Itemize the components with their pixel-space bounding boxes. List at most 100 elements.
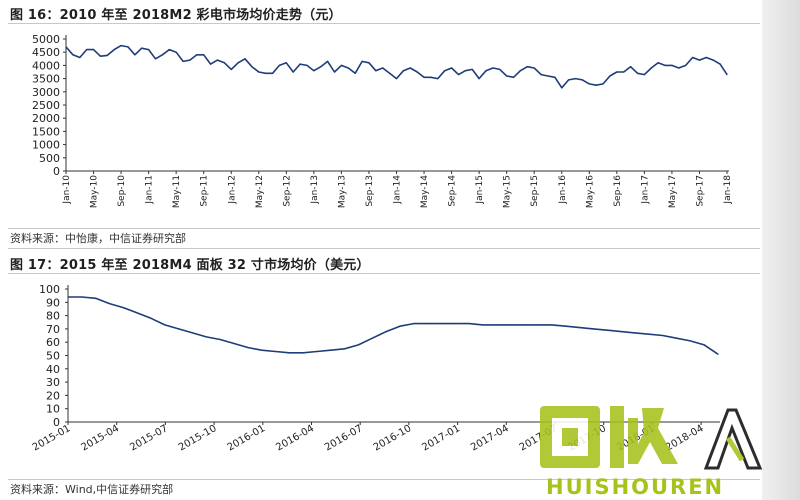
- chart1-point: [272, 72, 274, 74]
- chart1-title: 图 16：2010 年至 2018M2 彩电市场均价走势（元）: [10, 8, 342, 23]
- chart1-point: [588, 83, 590, 85]
- chart2-point: [440, 323, 442, 325]
- chart1-x-tick-label: Jan-14: [393, 175, 403, 205]
- chart2-y-tick-label: 90: [46, 296, 60, 309]
- chart2-point: [385, 331, 387, 333]
- chart1-point: [526, 66, 528, 68]
- chart1-x-tick-label: Sep-16: [613, 175, 623, 207]
- chart1-source: 资料来源：中怡康，中信证券研究部: [10, 232, 186, 245]
- chart1-x-tick-label: May-11: [172, 175, 182, 208]
- chart1-x-tick-label: Sep-10: [117, 175, 127, 207]
- chart1-x-tick-label: May-16: [585, 175, 595, 208]
- chart2-point: [689, 340, 691, 342]
- chart1-point: [595, 84, 597, 86]
- chart1-point: [705, 56, 707, 59]
- chart2-point: [427, 323, 429, 325]
- chart1-point: [86, 49, 88, 51]
- chart2-x-tick-label: 2015-10: [177, 423, 219, 453]
- chart2-point: [261, 349, 263, 351]
- chart2-y-tick-label: 0: [53, 416, 60, 429]
- chart1-point: [203, 54, 205, 56]
- chart1-point: [547, 75, 549, 77]
- chart1-series-line: [65, 44, 728, 89]
- chart1-point: [471, 68, 473, 70]
- chart1-x-tick-label: Jan-13: [310, 175, 320, 205]
- chart2-point: [247, 346, 249, 349]
- chart2-point: [108, 303, 111, 305]
- page-edge-shadow: [762, 0, 800, 500]
- chart1-y-tick-label: 5000: [32, 33, 60, 46]
- chart1-point: [485, 70, 487, 72]
- chart1-point: [416, 71, 418, 73]
- chart2-point: [344, 348, 346, 350]
- chart1-point: [678, 67, 680, 69]
- chart1-y-tick-label: 1000: [32, 139, 60, 152]
- chart2-point: [592, 328, 595, 330]
- chart1-point: [430, 76, 432, 78]
- chart2-point: [565, 325, 567, 327]
- chart2-point: [496, 324, 498, 326]
- chart2-point: [399, 325, 401, 327]
- chart1-point: [519, 70, 522, 72]
- watermark-logo: HUISHOUREN: [540, 406, 763, 499]
- chart1-y-tick-label: 4500: [32, 46, 60, 59]
- chart1-point: [616, 71, 618, 73]
- chart1-point: [306, 64, 308, 66]
- chart2-point: [703, 344, 705, 346]
- chart2-point: [136, 312, 138, 314]
- chart1-x-tick-label: Jan-17: [640, 175, 650, 205]
- chart1-x-tick-label: Jan-11: [145, 175, 155, 205]
- chart1-point: [492, 67, 494, 69]
- chart1-point: [168, 49, 170, 51]
- chart1-x-tick-label: May-12: [255, 175, 265, 208]
- chart1-y-tick-label: 2000: [32, 112, 60, 125]
- chart1-x-tick-label: Jan-10: [62, 175, 72, 205]
- chart1-point: [79, 56, 81, 59]
- chart1-y-tick-label: 2500: [32, 99, 60, 112]
- chart2-point: [122, 307, 124, 309]
- chart2-point: [662, 334, 664, 337]
- chart2-point: [357, 344, 359, 346]
- chart2-top-rule: [8, 248, 760, 249]
- chart1-point: [389, 72, 391, 74]
- chart1-point: [237, 62, 239, 64]
- chart1-point: [120, 45, 122, 47]
- chart2-y-tick-label: 40: [46, 363, 60, 376]
- chart2-point: [164, 324, 166, 326]
- chart1-point: [671, 64, 673, 66]
- chart2-x-tick-label: 2015-01: [31, 423, 73, 453]
- chart2-point: [302, 352, 304, 354]
- chart1-point: [574, 78, 577, 80]
- chart2-y-tick-label: 30: [46, 376, 60, 389]
- chart1-point: [719, 63, 721, 65]
- chart2-point: [274, 350, 276, 353]
- chart1-point: [278, 64, 280, 66]
- chart2-point: [178, 328, 180, 330]
- chart1-point: [175, 51, 177, 53]
- chart1-point: [258, 71, 260, 73]
- chart1-point: [409, 67, 411, 69]
- chart1-x-tick-label: Sep-12: [282, 175, 292, 207]
- chart1-point: [127, 46, 129, 48]
- chart1-point: [320, 66, 322, 68]
- chart2-y-tick-label: 100: [39, 283, 60, 296]
- chart1-point: [182, 60, 184, 63]
- chart1-point: [382, 67, 384, 69]
- chart2-point: [523, 324, 526, 326]
- chart1-x-tick-label: Sep-15: [530, 175, 540, 207]
- chart1-point: [313, 70, 315, 72]
- chart1-point: [540, 74, 542, 76]
- chart1-point: [561, 87, 563, 89]
- chart1-point: [402, 70, 404, 72]
- chart2-y-tick-label: 10: [46, 403, 60, 416]
- chart2-point: [150, 317, 152, 319]
- chart2-point: [219, 338, 221, 341]
- chart2-point: [579, 327, 581, 329]
- chart2-x-tick-label: 2015-04: [80, 423, 122, 453]
- chart2-point: [537, 324, 539, 326]
- chart1-point: [99, 55, 101, 57]
- chart2-y-tick-label: 70: [46, 323, 60, 336]
- chart2-point: [81, 296, 83, 298]
- chart1-x-tick-label: Sep-11: [200, 175, 210, 207]
- chart1-y-tick-label: 4000: [32, 59, 60, 72]
